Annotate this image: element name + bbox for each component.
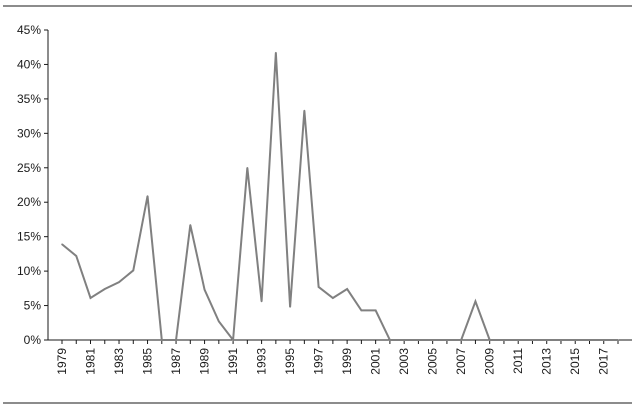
x-tick-label: 1983 xyxy=(112,348,126,375)
data-point xyxy=(531,339,534,341)
y-tick-label: 45% xyxy=(17,23,41,37)
data-point xyxy=(246,166,249,169)
x-tick-label: 2013 xyxy=(540,348,554,375)
data-point xyxy=(360,309,363,312)
data-point xyxy=(446,339,448,341)
series-group xyxy=(61,51,619,343)
data-point xyxy=(517,339,520,341)
y-tick-label: 0% xyxy=(24,333,42,347)
series-line xyxy=(61,52,618,343)
data-point xyxy=(574,339,577,341)
x-tick-label: 1999 xyxy=(340,348,354,375)
x-tick-label: 2003 xyxy=(397,348,411,375)
data-point xyxy=(260,300,263,303)
x-axis: 1979 1981 1983 1985 1987 1989 1991 1993 1995 1997… xyxy=(55,340,619,375)
y-tick-label: 5% xyxy=(24,299,42,313)
data-point xyxy=(303,109,306,112)
data-point xyxy=(317,286,320,288)
x-tick-label: 1993 xyxy=(255,348,269,375)
x-tick-label: 2017 xyxy=(597,348,611,375)
y-tick-label: 15% xyxy=(17,230,41,244)
data-point xyxy=(602,339,605,341)
x-tick-label: 2001 xyxy=(369,348,383,375)
x-tick-label: 1997 xyxy=(312,348,326,375)
data-point xyxy=(89,297,92,299)
x-tick-label: 1995 xyxy=(283,348,297,375)
data-point xyxy=(374,309,377,312)
data-point xyxy=(275,51,277,54)
y-axis: 0% 5% 10% 15% 20% 25% 30% 35% 40% 45% xyxy=(17,23,48,347)
x-tick-label: 1991 xyxy=(226,348,240,375)
data-point xyxy=(103,288,106,290)
y-tick-label: 30% xyxy=(17,126,41,140)
x-tick-label: 2009 xyxy=(483,348,497,375)
data-point xyxy=(588,339,591,341)
x-tick-label: 2015 xyxy=(568,348,582,375)
data-point xyxy=(118,281,120,283)
data-point xyxy=(332,297,334,299)
data-point xyxy=(474,300,477,303)
data-point xyxy=(289,306,291,308)
x-tick-label: 2007 xyxy=(454,348,468,375)
data-point xyxy=(545,339,548,341)
data-point xyxy=(389,339,391,341)
x-tick-label: 1987 xyxy=(169,348,183,375)
data-point xyxy=(403,339,405,341)
x-tick-label: 1979 xyxy=(55,348,69,375)
y-tick-label: 40% xyxy=(17,57,41,71)
data-point xyxy=(175,339,177,341)
data-point xyxy=(560,339,562,341)
x-tick-label: 2011 xyxy=(511,348,525,374)
x-tick-label: 2005 xyxy=(426,348,440,375)
data-point xyxy=(617,339,619,341)
data-point xyxy=(503,339,505,341)
data-point xyxy=(218,320,220,323)
data-point xyxy=(460,339,462,341)
data-point xyxy=(132,269,135,272)
x-tick-label: 1989 xyxy=(198,348,212,375)
data-point xyxy=(189,224,192,226)
y-tick-label: 35% xyxy=(17,92,41,106)
data-point xyxy=(61,243,63,246)
data-point xyxy=(346,288,348,290)
data-point xyxy=(431,339,434,341)
data-point xyxy=(417,339,420,341)
x-tick-label: 1985 xyxy=(141,348,155,375)
y-tick-label: 20% xyxy=(17,195,41,209)
data-point xyxy=(146,195,149,197)
data-point xyxy=(160,339,163,341)
y-tick-label: 10% xyxy=(17,264,41,278)
y-tick-label: 25% xyxy=(17,161,41,175)
data-point xyxy=(203,288,206,291)
x-tick-label: 1981 xyxy=(84,348,98,375)
data-point xyxy=(232,339,234,341)
data-point xyxy=(488,339,491,341)
data-point xyxy=(75,255,78,257)
